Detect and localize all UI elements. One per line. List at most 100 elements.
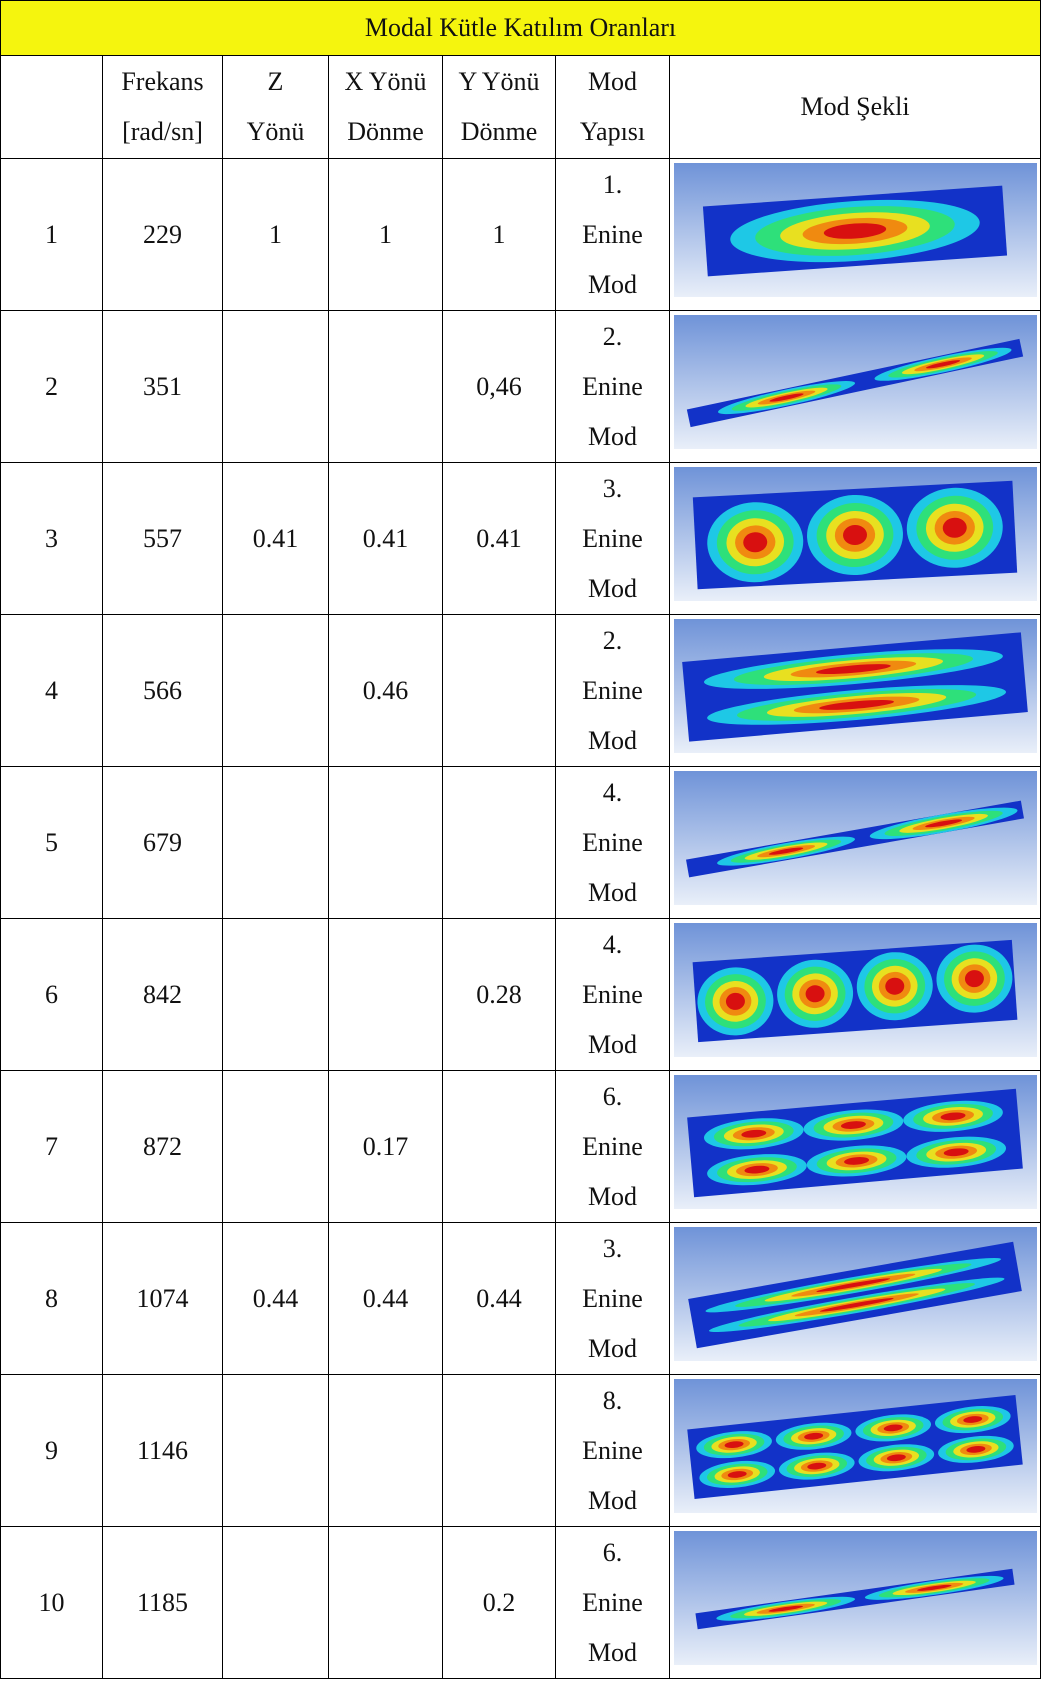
mod-cell: 4.EnineMod <box>556 767 670 919</box>
cell: 566 <box>103 615 223 767</box>
cell: 6 <box>1 919 103 1071</box>
cell-line: 8. <box>556 1376 669 1426</box>
cell-line: X Yönü <box>329 57 442 107</box>
header-cell <box>1 56 103 159</box>
cell-line: 4. <box>556 768 669 818</box>
cell-line: 2. <box>556 616 669 666</box>
cell: 1 <box>223 159 329 311</box>
mod-cell: 8.EnineMod <box>556 1375 670 1527</box>
cell: 9 <box>1 1375 103 1527</box>
image-cell <box>670 767 1041 919</box>
cell <box>443 1375 556 1527</box>
cell-line: 4. <box>556 920 669 970</box>
mode-shape-image <box>670 919 1041 1070</box>
cell-line: Mod <box>556 1020 669 1070</box>
cell <box>223 1375 329 1527</box>
mod-cell: 6.EnineMod <box>556 1527 670 1679</box>
image-cell <box>670 1223 1041 1375</box>
cell-line: Enine <box>556 818 669 868</box>
cell-line: 3. <box>556 464 669 514</box>
cell: 2 <box>1 311 103 463</box>
cell-line: Z <box>223 57 328 107</box>
cell: 1 <box>443 159 556 311</box>
data-row: 911468.EnineMod <box>1 1375 1041 1527</box>
cell-line: Mod <box>556 260 669 310</box>
cell: 0.28 <box>443 919 556 1071</box>
cell-line: Mod <box>556 1476 669 1526</box>
cell: 872 <box>103 1071 223 1223</box>
header-cell: Frekans[rad/sn] <box>103 56 223 159</box>
cell: 8 <box>1 1223 103 1375</box>
cell: 351 <box>103 311 223 463</box>
cell-line: 1. <box>556 160 669 210</box>
cell: 0.2 <box>443 1527 556 1679</box>
data-row: 810740.440.440.443.EnineMod <box>1 1223 1041 1375</box>
cell <box>329 1527 443 1679</box>
cell: 1074 <box>103 1223 223 1375</box>
data-row: 12291111.EnineMod <box>1 159 1041 311</box>
cell-line: Mod <box>556 1172 669 1222</box>
cell <box>329 1375 443 1527</box>
data-row: 45660.462.EnineMod <box>1 615 1041 767</box>
cell <box>223 615 329 767</box>
cell-line: Frekans <box>103 57 222 107</box>
mode-shape-image <box>670 1375 1041 1526</box>
page: Modal Kütle Katılım Oranları Frekans[rad… <box>0 0 1041 1691</box>
cell <box>329 919 443 1071</box>
cell-line: Enine <box>556 1578 669 1628</box>
cell-line: Enine <box>556 1426 669 1476</box>
cell-line: 6. <box>556 1072 669 1122</box>
cell <box>443 1071 556 1223</box>
cell-line: Dönme <box>443 107 555 157</box>
cell: 1 <box>329 159 443 311</box>
cell-line: Mod <box>556 564 669 614</box>
cell: 0.46 <box>329 615 443 767</box>
cell-line: 2. <box>556 312 669 362</box>
mode-shape-image <box>670 1071 1041 1222</box>
cell-line: Mod <box>556 1324 669 1374</box>
cell-line: Yönü <box>223 107 328 157</box>
cell: 842 <box>103 919 223 1071</box>
cell <box>329 311 443 463</box>
cell: 0,46 <box>443 311 556 463</box>
cell-line: Y Yönü <box>443 57 555 107</box>
cell <box>223 1071 329 1223</box>
cell <box>223 1527 329 1679</box>
cell <box>223 767 329 919</box>
cell: 0.41 <box>443 463 556 615</box>
cell-line: Enine <box>556 362 669 412</box>
mod-cell: 3.EnineMod <box>556 463 670 615</box>
image-cell <box>670 1527 1041 1679</box>
image-cell <box>670 311 1041 463</box>
cell <box>443 615 556 767</box>
cell: 0.44 <box>223 1223 329 1375</box>
data-row: 56794.EnineMod <box>1 767 1041 919</box>
data-row: 2351 0,462.EnineMod <box>1 311 1041 463</box>
mode-shape-image <box>670 463 1041 614</box>
cell: 0.44 <box>443 1223 556 1375</box>
mode-shape-image <box>670 767 1041 918</box>
cell-line: Mod <box>556 57 669 107</box>
cell-line: Mod <box>556 1628 669 1678</box>
mode-shape-image <box>670 1527 1041 1678</box>
cell: 557 <box>103 463 223 615</box>
plate <box>693 481 1017 590</box>
cell: 7 <box>1 1071 103 1223</box>
cell-line: 6. <box>556 1528 669 1578</box>
mod-cell: 4.EnineMod <box>556 919 670 1071</box>
image-cell <box>670 463 1041 615</box>
cell: 1 <box>1 159 103 311</box>
cell-line: Dönme <box>329 107 442 157</box>
image-cell <box>670 1071 1041 1223</box>
modal-table: Modal Kütle Katılım Oranları Frekans[rad… <box>0 0 1041 1679</box>
title-row: Modal Kütle Katılım Oranları <box>1 1 1041 56</box>
cell-line: Enine <box>556 970 669 1020</box>
